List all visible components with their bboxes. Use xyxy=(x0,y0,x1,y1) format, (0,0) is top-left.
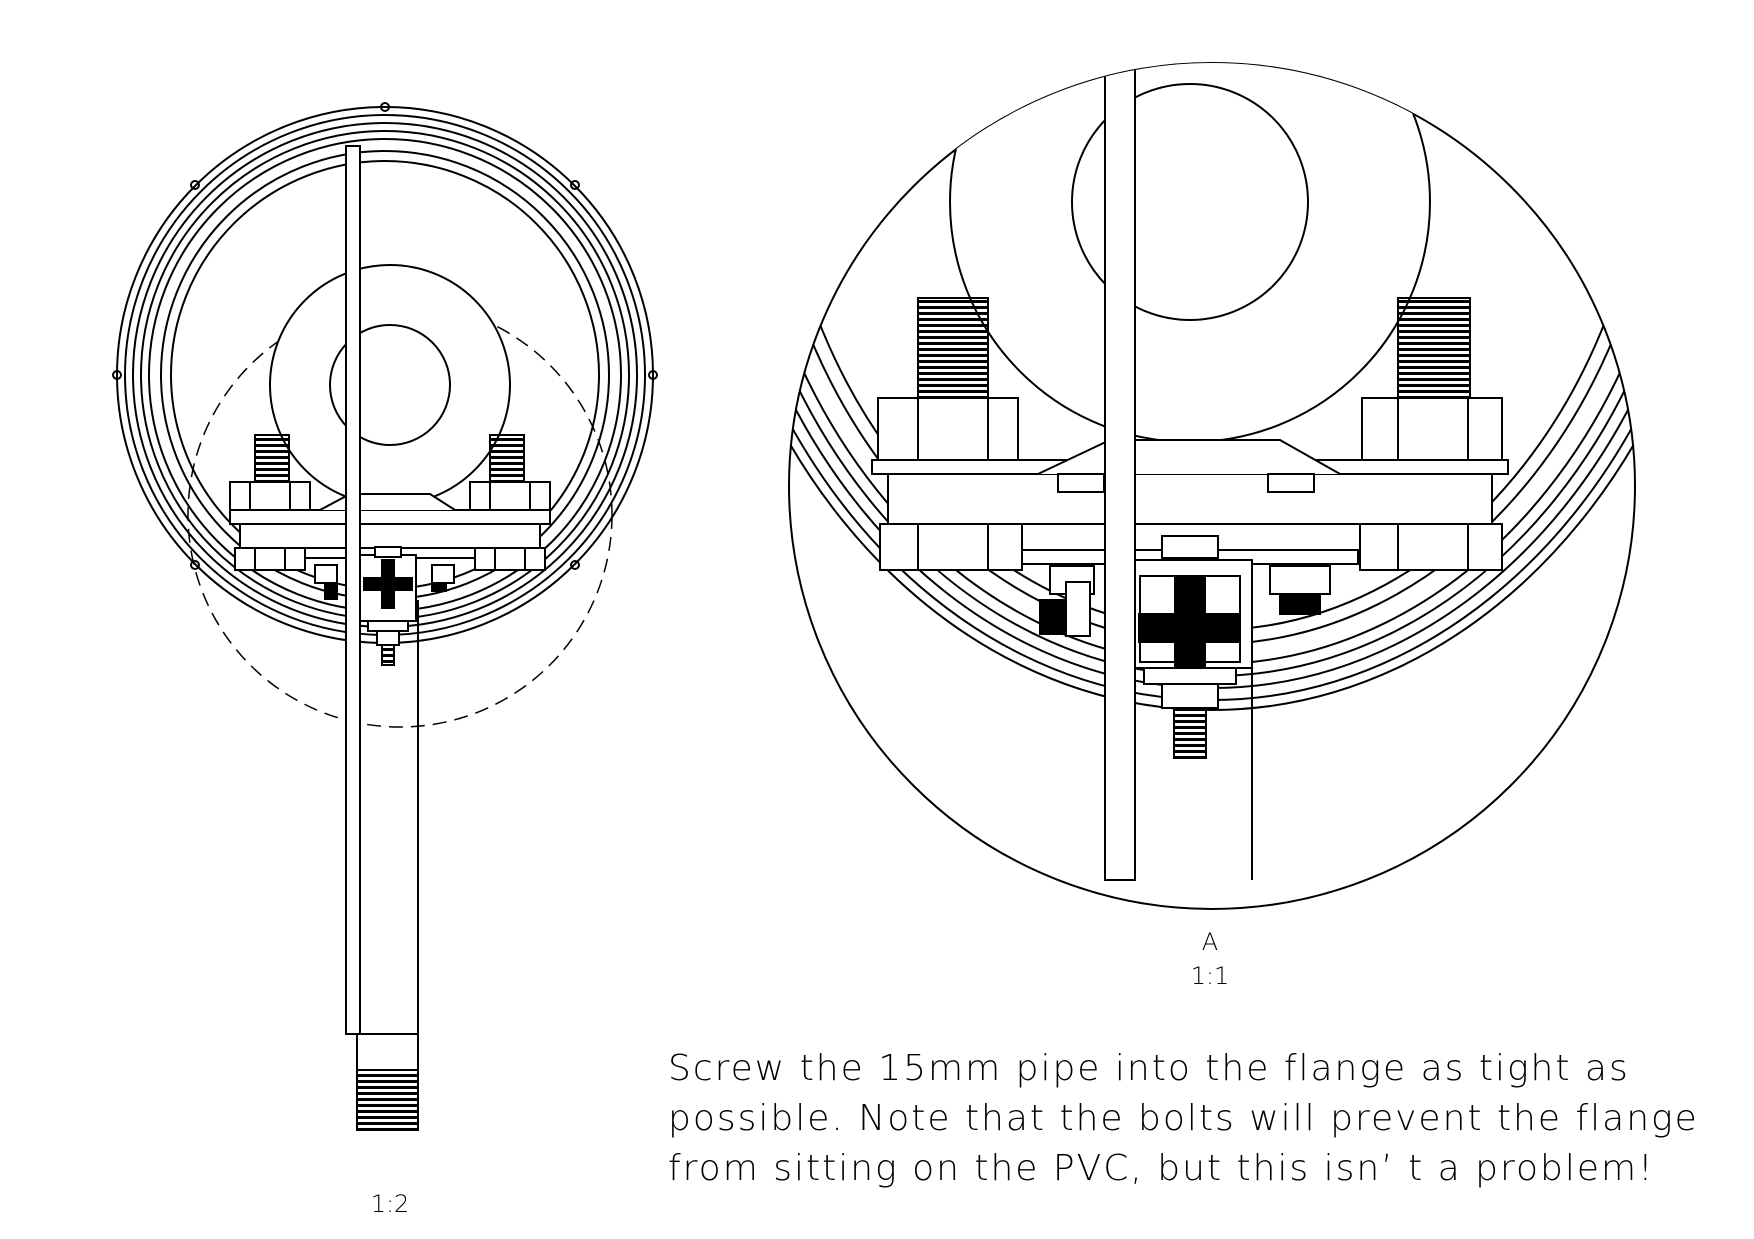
detail-bolt-right-thread xyxy=(1397,297,1471,399)
flange xyxy=(269,264,511,506)
detail-view-a xyxy=(788,62,1636,910)
main-view-scale-label: 1:2 xyxy=(370,1190,410,1218)
bolt-right xyxy=(469,434,551,571)
small-bolts xyxy=(314,564,455,600)
assembly-instruction-note: Screw the 15mm pipe into the flange as t… xyxy=(668,1048,1699,1189)
detail-view-scale: 1:1 xyxy=(1190,962,1230,990)
detail-side-bolts xyxy=(1039,565,1331,637)
detail-nuts-lower xyxy=(879,523,1503,571)
detail-nuts-upper xyxy=(877,397,1503,461)
detail-vertical-pipe xyxy=(1104,63,1253,881)
cross-fitting xyxy=(359,546,417,666)
bracket xyxy=(229,493,551,559)
detail-flange xyxy=(949,63,1431,443)
main-view xyxy=(112,102,658,1131)
detail-cross-fitting xyxy=(1127,535,1253,759)
detail-bolt-left-thread xyxy=(917,297,989,399)
bolt-left xyxy=(229,434,311,571)
detail-view-name: A xyxy=(1201,928,1219,956)
vertical-pipe xyxy=(345,145,419,1131)
detail-view-label: A 1:1 xyxy=(1170,925,1250,993)
